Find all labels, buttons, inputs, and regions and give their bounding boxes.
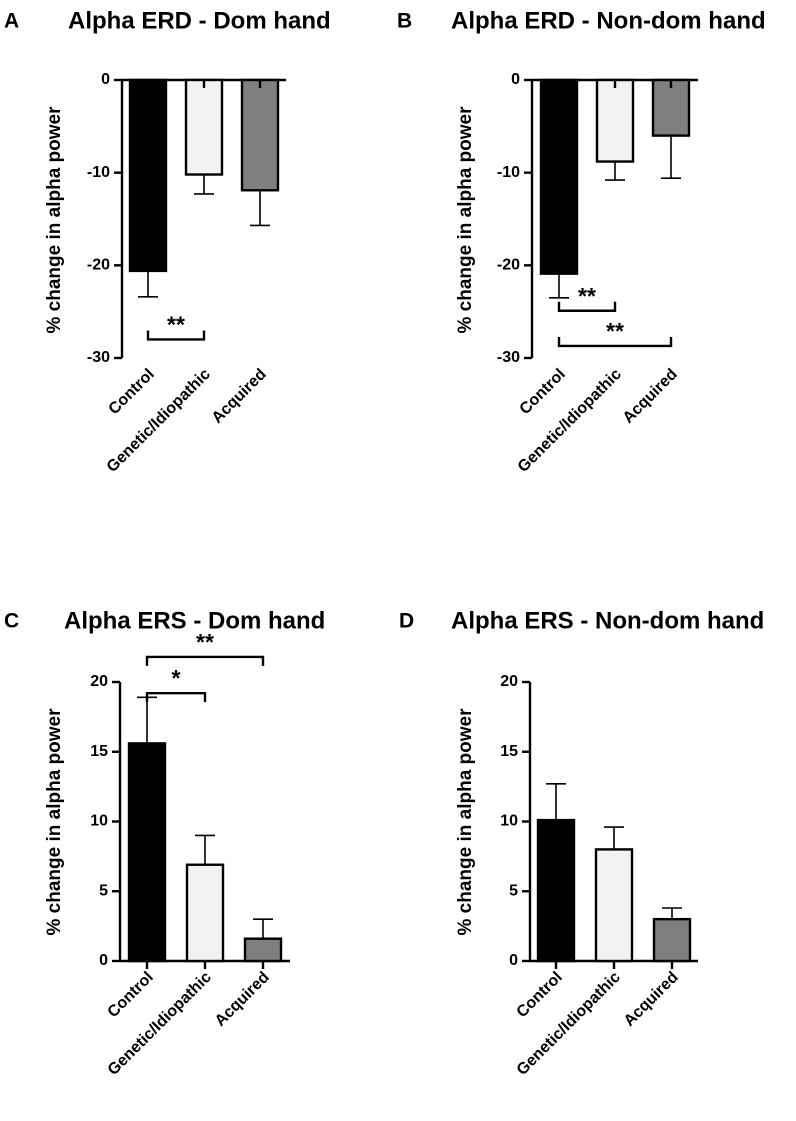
- panel-b-y-axis-label: % change in alpha power: [455, 106, 476, 334]
- panel-c-bar-1: [127, 742, 167, 963]
- panel-c-y-tick-label: 5: [99, 882, 108, 899]
- panel-c-category-label-2: Genetic/Idiopathic: [105, 969, 215, 1079]
- panel-b-bar-3: [651, 78, 691, 137]
- panel-a-y-tick-label: -20: [87, 257, 110, 274]
- panel-a-title: Alpha ERD - Dom hand: [68, 7, 331, 34]
- panel-d-title: Alpha ERS - Non-dom hand: [451, 607, 764, 634]
- panel-c-y-axis-label: % change in alpha power: [44, 708, 65, 936]
- panel-b-letter: B: [397, 10, 412, 33]
- panel-b-y-tick-label: -30: [497, 349, 520, 366]
- panel-b-significance-bracket-2: [557, 336, 673, 348]
- panel-a-y-tick-label: -30: [87, 349, 110, 366]
- panel-d-y-tick-label: 15: [500, 743, 518, 760]
- panel-d-y-tick-label: 10: [500, 813, 518, 830]
- panel-a-significance-label-1: **: [167, 312, 185, 338]
- panel-a-category-label-2: Genetic/Idiopathic: [104, 366, 214, 476]
- panel-a-bar-2: [184, 78, 224, 176]
- panel-c-significance-bracket-1: [145, 691, 207, 703]
- panel-d-letter: D: [399, 610, 414, 633]
- panel-c-bar-3: [243, 937, 283, 963]
- panel-a-y-tick-label: 0: [101, 71, 110, 88]
- panel-b-significance-bracket-1: [557, 301, 617, 312]
- panel-d-y-tick-label: 20: [500, 673, 518, 690]
- panel-b-title: Alpha ERD - Non-dom hand: [451, 7, 766, 34]
- panel-a-category-label-3: Acquired: [209, 366, 270, 427]
- panel-a-y-axis-label: % change in alpha power: [44, 106, 65, 334]
- panel-c-y-tick-label: 20: [90, 673, 108, 690]
- panel-c-category-label-3: Acquired: [212, 969, 273, 1030]
- panel-d-category-label-1: Control: [514, 969, 566, 1021]
- panel-d-category-label-3: Acquired: [621, 969, 682, 1030]
- panel-c-y-tick-label: 0: [99, 952, 108, 969]
- panel-b-significance-label-1: **: [578, 283, 596, 309]
- panel-d-category-label-2: Genetic/Idiopathic: [514, 969, 624, 1079]
- panel-c-category-label-1: Control: [105, 969, 157, 1021]
- panel-a-letter: A: [4, 10, 19, 33]
- panel-a-bar-1: [128, 78, 168, 273]
- panel-a-category-label-1: Control: [106, 366, 158, 418]
- panel-c-significance-label-2: **: [196, 629, 214, 655]
- panel-c-y-tick-label: 15: [90, 743, 108, 760]
- panel-a-bar-3: [240, 78, 280, 192]
- panel-c-significance-label-1: *: [172, 665, 181, 691]
- panel-d-bar-1: [536, 818, 576, 963]
- panel-b-y-tick-label: 0: [511, 71, 520, 88]
- panel-a-significance-bracket-1: [146, 330, 206, 341]
- panel-a-y-tick-label: -10: [87, 164, 110, 181]
- panel-b-category-label-2: Genetic/Idiopathic: [515, 366, 625, 476]
- panel-d-bar-3: [652, 917, 692, 963]
- panel-d-y-axis-label: % change in alpha power: [455, 708, 476, 936]
- panel-b-category-label-3: Acquired: [620, 366, 681, 427]
- panel-c-bar-2: [185, 863, 225, 963]
- panel-c-letter: C: [4, 610, 19, 633]
- panel-c-significance-bracket-2: [145, 655, 265, 666]
- panel-b-bar-2: [595, 78, 635, 163]
- panel-c-title: Alpha ERS - Dom hand: [64, 607, 325, 634]
- panel-d-y-tick-label: 5: [509, 882, 518, 899]
- panel-b-y-tick-label: -10: [497, 164, 520, 181]
- panel-b-category-label-1: Control: [517, 366, 569, 418]
- panel-d-y-tick-label: 0: [509, 952, 518, 969]
- panel-d-bar-2: [594, 848, 634, 963]
- panel-b-bar-1: [539, 78, 579, 275]
- panel-c-y-tick-label: 10: [90, 813, 108, 830]
- panel-b-y-tick-label: -20: [497, 257, 520, 274]
- panel-b-significance-label-2: **: [606, 318, 624, 344]
